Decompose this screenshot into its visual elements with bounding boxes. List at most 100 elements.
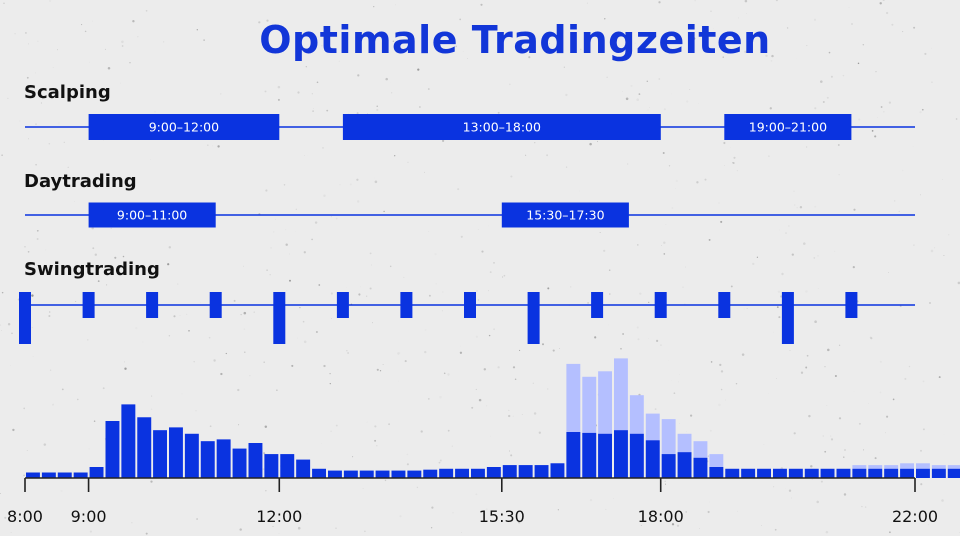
texture-speck [404, 360, 407, 363]
texture-speck [253, 311, 255, 313]
texture-speck [519, 349, 521, 351]
texture-speck [718, 403, 721, 407]
texture-speck [732, 162, 735, 164]
texture-speck [514, 378, 517, 381]
texture-speck [306, 512, 308, 515]
texture-speck [424, 329, 427, 331]
texture-speck [791, 253, 794, 256]
texture-speck [773, 486, 775, 488]
texture-speck [97, 280, 100, 282]
texture-speck [244, 351, 246, 353]
texture-speck [48, 314, 51, 318]
scalping-window-2 [724, 114, 852, 140]
texture-speck [868, 402, 869, 404]
texture-speck [800, 371, 804, 374]
texture-speck [830, 435, 832, 437]
texture-speck [646, 80, 649, 83]
texture-speck [265, 189, 268, 192]
texture-speck [489, 271, 492, 273]
swing-marker-7 [464, 292, 476, 318]
texture-speck [321, 443, 323, 444]
volume-bar-dark [312, 468, 326, 478]
texture-speck [720, 220, 723, 223]
texture-speck [11, 332, 13, 335]
texture-speck [606, 76, 608, 79]
texture-speck [694, 0, 696, 2]
texture-speck [277, 98, 280, 101]
volume-bar-dark [296, 459, 311, 478]
texture-speck [28, 138, 30, 140]
texture-speck [87, 339, 89, 341]
texture-speck [723, 141, 726, 145]
texture-speck [663, 241, 666, 244]
texture-speck [406, 453, 409, 456]
volume-bar-dark [566, 432, 581, 478]
texture-speck [512, 366, 516, 369]
texture-speck [26, 76, 29, 79]
texture-speck [0, 324, 2, 327]
texture-speck [358, 293, 361, 296]
texture-speck [620, 347, 622, 350]
texture-speck [392, 40, 395, 43]
texture-speck [349, 183, 352, 186]
texture-speck [806, 354, 809, 357]
texture-speck [608, 324, 609, 326]
volume-bar-dark [534, 465, 549, 478]
texture-speck [352, 456, 354, 458]
texture-speck [830, 438, 834, 441]
texture-speck [608, 269, 611, 272]
texture-speck [843, 456, 845, 458]
texture-speck [243, 328, 246, 330]
texture-speck [145, 9, 148, 12]
texture-speck [894, 200, 896, 202]
texture-speck [76, 398, 79, 401]
volume-bar-dark [248, 443, 263, 478]
texture-speck [885, 11, 889, 15]
texture-speck [814, 107, 817, 110]
texture-speck [799, 206, 803, 209]
texture-speck [724, 399, 726, 401]
texture-speck [696, 181, 699, 184]
texture-speck [756, 256, 759, 258]
texture-speck [834, 250, 836, 252]
texture-speck [238, 424, 240, 426]
volume-bar-dark [41, 472, 56, 478]
x-tick-label-4: 18:00 [638, 507, 684, 526]
texture-speck [828, 51, 831, 54]
texture-speck [335, 424, 338, 427]
texture-speck [503, 274, 506, 277]
page-title: Optimale Tradingzeiten [259, 18, 771, 62]
volume-bar-dark [582, 432, 597, 478]
texture-speck [776, 378, 777, 379]
texture-speck [304, 155, 305, 156]
texture-speck [752, 262, 755, 266]
volume-bar-dark [725, 468, 740, 478]
texture-speck [394, 155, 396, 157]
volume-bar-dark [280, 454, 295, 478]
texture-speck [704, 178, 707, 181]
texture-speck [376, 105, 378, 107]
texture-speck [442, 291, 444, 293]
texture-speck [806, 45, 808, 47]
texture-speck [168, 246, 171, 249]
texture-speck [771, 54, 774, 58]
texture-speck [941, 499, 944, 502]
texture-speck [557, 38, 559, 40]
texture-speck [295, 208, 297, 210]
texture-speck [408, 42, 410, 45]
texture-speck [709, 501, 711, 503]
swing-marker-9 [591, 292, 604, 318]
texture-speck [743, 308, 745, 310]
texture-speck [765, 54, 768, 58]
texture-speck [733, 156, 736, 159]
texture-speck [459, 18, 462, 21]
texture-speck [934, 247, 936, 249]
texture-speck [898, 210, 900, 212]
swing-marker-6 [400, 292, 413, 318]
texture-speck [955, 118, 958, 120]
volume-bar-dark [423, 469, 438, 478]
texture-speck [938, 376, 941, 379]
texture-speck [428, 294, 431, 297]
texture-speck [648, 301, 650, 304]
texture-speck [480, 3, 483, 6]
